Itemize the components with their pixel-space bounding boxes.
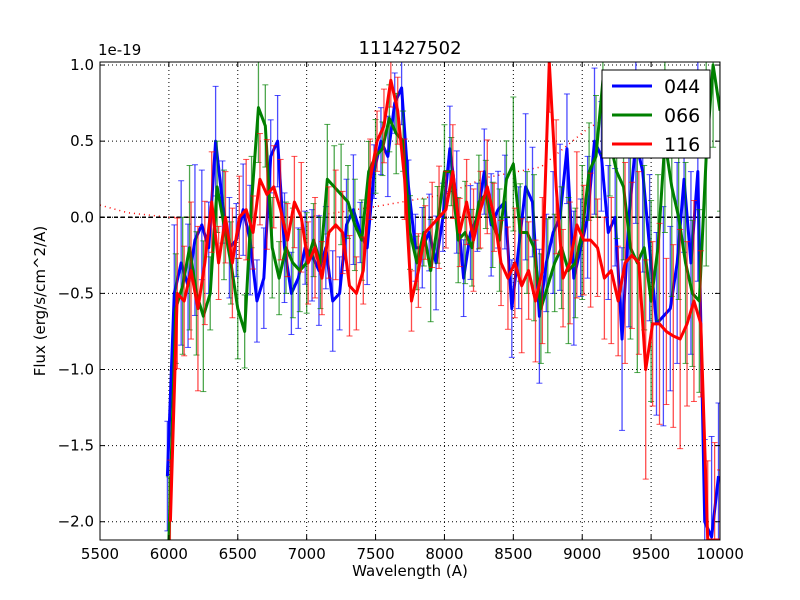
ticks: 5500 6000 6500 7000 7500 8000 8500 9000 9500 1000… — [58, 56, 744, 563]
x-tick-label: 10000 — [696, 545, 744, 563]
y-tick-label: −1.0 — [58, 361, 94, 379]
legend-label-066: 066 — [664, 105, 700, 127]
x-tick-label: 8000 — [425, 545, 463, 563]
x-tick-label: 7000 — [288, 545, 326, 563]
x-tick-label: 5500 — [81, 545, 119, 563]
legend-label-044: 044 — [664, 76, 700, 98]
plot-area — [100, 62, 720, 540]
y-axis-label: Flux (erg/s/cm^2/A) — [31, 226, 49, 377]
y-tick-label: 0.5 — [70, 132, 94, 150]
y-tick-label: 1.0 — [70, 56, 94, 74]
x-tick-label: 6000 — [150, 545, 188, 563]
x-tick-label: 9500 — [632, 545, 670, 563]
y-tick-label: −0.5 — [58, 284, 94, 302]
series-line-116 — [168, 62, 720, 540]
legend-label-116: 116 — [664, 134, 700, 156]
x-axis-label: Wavelength (A) — [352, 562, 468, 580]
legend-items: 044 066 116 — [612, 76, 700, 156]
y-tick-label: −2.0 — [58, 513, 94, 531]
series-line-044 — [165, 86, 720, 539]
series-066 — [165, 62, 720, 540]
y-tick-label: −1.5 — [58, 437, 94, 455]
x-tick-label: 8500 — [494, 545, 532, 563]
chart-title: 111427502 — [358, 38, 461, 59]
axes-frame — [99, 61, 721, 541]
series-116 — [167, 62, 720, 540]
x-tick-label: 7500 — [356, 545, 394, 563]
y-tick-label: 0.0 — [70, 208, 94, 226]
legend: 044 066 116 — [601, 69, 711, 159]
y-offset-label: 1e-19 — [98, 41, 141, 59]
x-tick-label: 9000 — [563, 545, 601, 563]
x-tick-label: 6500 — [219, 545, 257, 563]
